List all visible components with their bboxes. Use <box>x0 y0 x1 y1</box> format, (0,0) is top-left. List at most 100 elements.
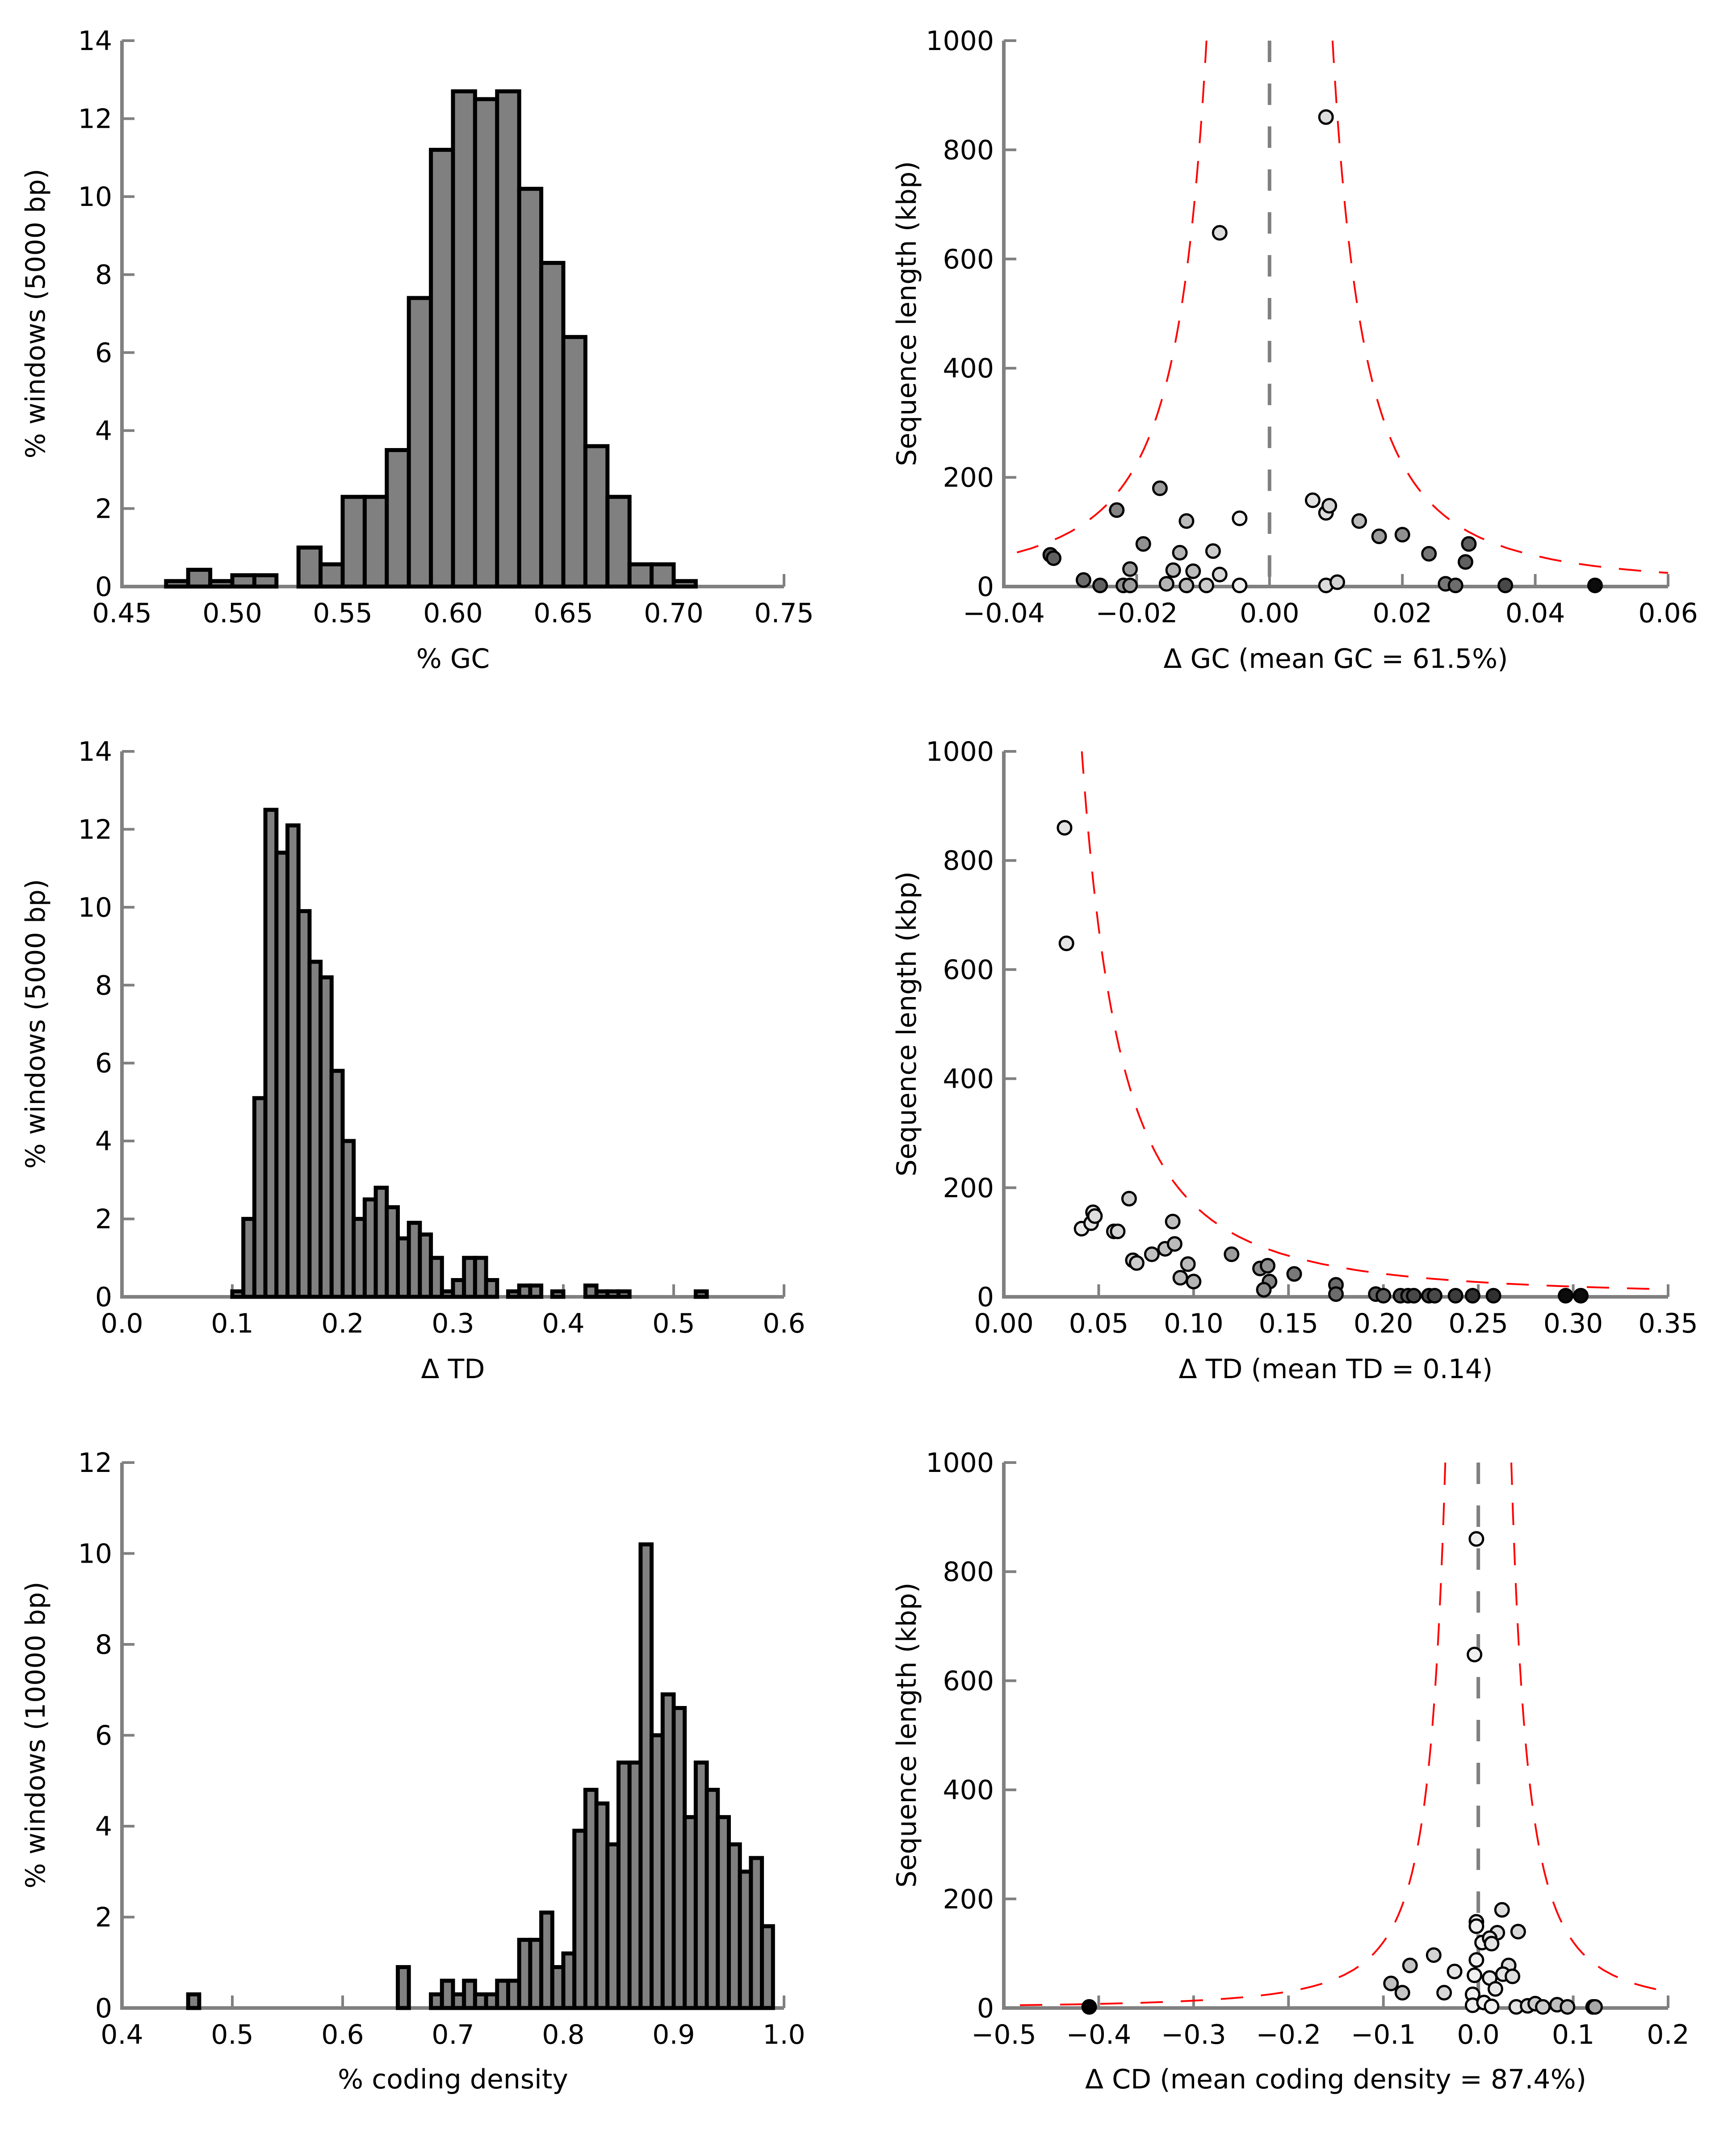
scatter-point <box>1484 1998 1500 2014</box>
confidence-envelope-right <box>1081 751 1664 1290</box>
y-axis-title: % windows (5000 bp) <box>20 879 51 1169</box>
histogram-bar <box>396 1965 411 2010</box>
histogram-bar <box>186 567 213 589</box>
scatter-point <box>1260 1258 1276 1274</box>
y-tick-label: 2 <box>95 1204 112 1235</box>
panel-gc-scatter: Δ GC (mean GC = 61.5%) Sequence length (… <box>891 25 1698 675</box>
histogram-bar <box>605 495 632 589</box>
x-tick-label: 0.8 <box>542 2019 584 2050</box>
x-tick-label: 0.9 <box>652 2019 695 2050</box>
scatter-point <box>1057 820 1073 836</box>
y-tick-label: 6 <box>95 337 112 369</box>
y-tick-label: 8 <box>95 970 112 1001</box>
x-tick-label: 0.06 <box>1638 598 1698 629</box>
histogram-bar <box>528 1283 544 1299</box>
scatter-point <box>1321 498 1338 514</box>
y-tick-label: 0 <box>95 1282 112 1313</box>
y-tick-label: 10 <box>78 1539 112 1570</box>
y-tick-label: 600 <box>943 1665 994 1697</box>
scatter-point <box>1109 502 1125 518</box>
x-tick-label: 0.6 <box>763 1308 805 1339</box>
histogram-bar <box>385 448 411 589</box>
x-tick-label: −0.5 <box>971 2019 1036 2050</box>
panel-td-scatter: Δ TD (mean TD = 0.14) Sequence length (k… <box>891 736 1698 1385</box>
y-tick-label: 200 <box>943 1173 994 1204</box>
x-tick-label: 0.0 <box>101 1308 143 1339</box>
y-tick-label: 1000 <box>926 1447 994 1479</box>
y-axis-title: Sequence length (kbp) <box>891 161 923 466</box>
x-tick-label: 0.00 <box>1240 598 1300 629</box>
x-tick-label: 1.0 <box>763 2019 805 2050</box>
scatter-point <box>1158 576 1174 592</box>
scatter-point <box>1406 1288 1422 1304</box>
panel-cd-scatter: Δ CD (mean coding density = 87.4%) Seque… <box>891 1447 1690 2095</box>
scatter-point <box>1256 1282 1272 1298</box>
x-tick-label: 0.75 <box>754 598 814 629</box>
scatter-point <box>1394 1985 1410 2001</box>
x-tick-label: 0.15 <box>1258 1308 1318 1339</box>
x-tick-label: 0.20 <box>1354 1308 1413 1339</box>
scatter-point <box>1461 536 1477 552</box>
y-tick-label: 8 <box>95 1629 112 1660</box>
scatter-point <box>1426 1947 1442 1963</box>
scatter-point <box>1186 1274 1202 1290</box>
scatter-point <box>1558 1288 1574 1304</box>
histogram-bar <box>296 545 323 589</box>
y-tick-label: 200 <box>943 1884 994 1915</box>
scatter-point <box>1075 572 1091 588</box>
x-tick-label: −0.2 <box>1256 2019 1321 2050</box>
scatter-point <box>1172 1270 1188 1286</box>
scatter-point <box>1224 1246 1240 1262</box>
histogram-bar <box>671 579 698 589</box>
scatter-point <box>1447 1963 1463 1979</box>
scatter-point <box>1468 1918 1484 1934</box>
scatter-point <box>1178 578 1195 594</box>
x-axis-title: Δ TD <box>421 1354 485 1385</box>
x-tick-label: 0.02 <box>1372 598 1432 629</box>
histogram-bar <box>760 1924 775 2010</box>
x-axis-title: % coding density <box>338 2064 568 2095</box>
scatter-point <box>1351 513 1367 529</box>
scatter-point <box>1535 1999 1551 2015</box>
x-tick-label: −0.3 <box>1161 2019 1226 2050</box>
y-tick-label: 2 <box>95 1902 112 1933</box>
scatter-point <box>1328 1286 1344 1302</box>
y-axis-title: Sequence length (kbp) <box>891 1582 923 1887</box>
y-tick-label: 800 <box>943 134 994 166</box>
scatter-point <box>1180 1256 1196 1272</box>
histogram-bar <box>164 579 190 589</box>
scatter-point <box>1447 578 1463 594</box>
scatter-point <box>1110 1223 1126 1239</box>
histogram-bar <box>627 562 654 589</box>
scatter-point <box>1510 1924 1526 1940</box>
y-tick-label: 10 <box>78 181 112 213</box>
scatter-point <box>1092 578 1108 594</box>
scatter-point <box>1152 480 1168 496</box>
scatter-point <box>1128 1255 1145 1271</box>
scatter-point <box>1394 527 1410 543</box>
scatter-point <box>1467 1967 1483 1983</box>
y-tick-label: 1000 <box>926 736 994 767</box>
x-tick-label: 0.5 <box>652 1308 695 1339</box>
scatter-point <box>1485 1288 1501 1304</box>
scatter-point <box>1286 1266 1302 1282</box>
scatter-point <box>1087 1208 1103 1224</box>
y-tick-label: 400 <box>943 353 994 384</box>
x-tick-label: 0.1 <box>211 1308 253 1339</box>
histogram-bar <box>429 147 455 589</box>
x-tick-label: 0.70 <box>644 598 704 629</box>
x-tick-label: −0.02 <box>1095 598 1178 629</box>
scatter-point <box>1165 1214 1181 1230</box>
y-tick-label: 0 <box>977 571 994 603</box>
y-tick-label: 1000 <box>926 25 994 57</box>
histogram-bar <box>252 573 279 589</box>
y-tick-label: 400 <box>943 1064 994 1095</box>
scatter-point <box>1497 578 1514 594</box>
histogram-bar <box>616 1289 632 1299</box>
scatter-point <box>1436 1985 1452 2001</box>
scatter-point <box>1402 1958 1418 1974</box>
x-tick-label: 0.4 <box>542 1308 584 1339</box>
scatter-point <box>1212 566 1228 583</box>
confidence-envelope-right <box>1510 1462 1666 1992</box>
scatter-point <box>1318 109 1334 125</box>
